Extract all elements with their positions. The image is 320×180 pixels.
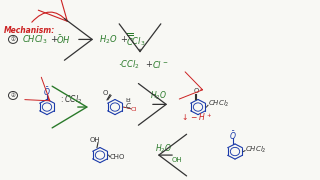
Text: H: H xyxy=(125,98,130,103)
Text: $+$: $+$ xyxy=(120,34,128,44)
Text: $CHCl_3$: $CHCl_3$ xyxy=(22,33,48,46)
Text: $+$: $+$ xyxy=(145,59,153,69)
Text: $CHCl_2$: $CHCl_2$ xyxy=(245,145,267,155)
Text: ②: ② xyxy=(11,93,15,98)
Text: OH: OH xyxy=(172,158,183,163)
Text: CHO: CHO xyxy=(110,154,125,160)
Text: $\bar{O}H$: $\bar{O}H$ xyxy=(56,33,71,46)
Text: $+$: $+$ xyxy=(50,34,59,44)
Text: ①: ① xyxy=(11,37,15,42)
Text: $H_2O$: $H_2O$ xyxy=(150,89,167,102)
Text: O: O xyxy=(193,88,199,94)
Text: $Cl^-$: $Cl^-$ xyxy=(152,59,168,70)
Text: $\overline{\overline{C}}Cl_3$: $\overline{\overline{C}}Cl_3$ xyxy=(126,31,145,48)
Text: $\bar{C}$: $\bar{C}$ xyxy=(125,101,132,111)
Text: $H_2O$: $H_2O$ xyxy=(99,33,117,46)
Text: Cl: Cl xyxy=(131,107,137,112)
Text: OH: OH xyxy=(90,137,100,143)
Text: $\cdot CCl_2$: $\cdot CCl_2$ xyxy=(118,58,140,71)
Text: $\downarrow -H^+$: $\downarrow -H^+$ xyxy=(180,112,212,123)
Text: $H_2O$: $H_2O$ xyxy=(155,143,172,155)
Text: $\bar{O}$: $\bar{O}$ xyxy=(229,129,237,142)
Text: $\bar{O}$: $\bar{O}$ xyxy=(43,86,51,98)
Text: Mechanism:: Mechanism: xyxy=(4,26,55,35)
Text: $CHCl_2$: $CHCl_2$ xyxy=(208,98,230,109)
Text: O: O xyxy=(102,90,108,96)
Text: $:CCl_2$: $:CCl_2$ xyxy=(59,94,82,106)
